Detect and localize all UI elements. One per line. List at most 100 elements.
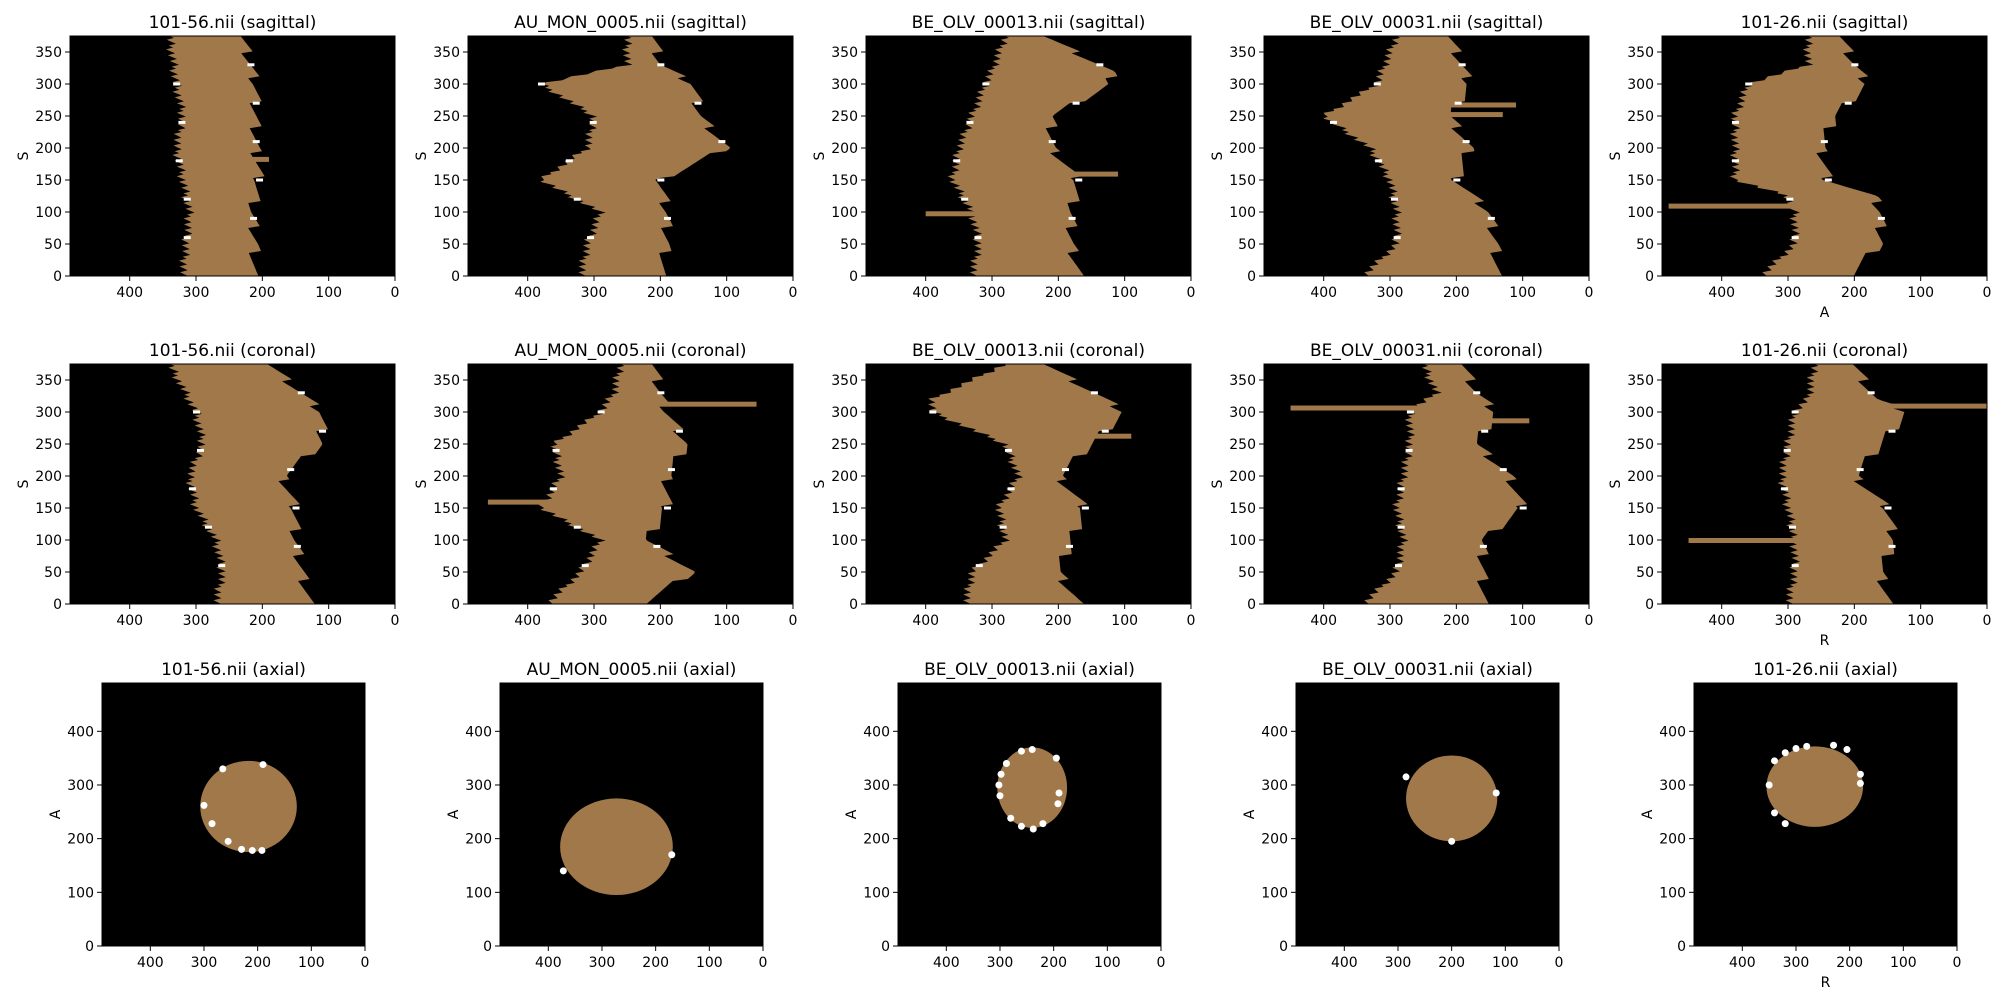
panel-title: 101-56.nii (axial) bbox=[161, 660, 306, 680]
axes-frame bbox=[69, 35, 396, 277]
panel-coronal-4: 400 300 200 100 0 0 50 100 150 200 250 300 350 BE_OLV… bbox=[1210, 341, 1593, 629]
edge-marker bbox=[1783, 448, 1791, 452]
edge-marker bbox=[1454, 101, 1462, 105]
y-tick-label: 250 bbox=[35, 109, 62, 125]
landmark-marker bbox=[1781, 820, 1789, 828]
panel-title: 101-56.nii (coronal) bbox=[149, 341, 316, 361]
landmark-marker bbox=[1055, 789, 1063, 797]
y-tick-label: 150 bbox=[831, 501, 858, 517]
axes-frame bbox=[1661, 363, 1988, 605]
edge-marker bbox=[183, 236, 191, 240]
tissue-region bbox=[1406, 755, 1498, 842]
y-tick-label: 100 bbox=[67, 885, 94, 901]
x-tick-label: 200 bbox=[1841, 613, 1868, 629]
y-tick-label: 350 bbox=[831, 373, 858, 389]
edge-marker bbox=[252, 140, 260, 144]
edge-marker bbox=[982, 82, 990, 86]
y-tick-label: 400 bbox=[863, 724, 890, 740]
edge-marker bbox=[175, 159, 183, 163]
y-tick-label: 150 bbox=[433, 501, 460, 517]
y-tick-label: 400 bbox=[67, 724, 94, 740]
landmark-marker bbox=[1781, 749, 1789, 757]
tissue-region bbox=[200, 760, 297, 853]
panel-sagittal-3: 400 300 200 100 0 0 50 100 150 200 250 300 350 BE_OLV… bbox=[812, 13, 1195, 301]
edge-marker bbox=[193, 410, 201, 414]
edge-marker bbox=[1462, 140, 1470, 144]
x-tick-label: 100 bbox=[713, 285, 740, 301]
x-tick-label: 100 bbox=[1890, 955, 1917, 971]
landmark-marker bbox=[996, 792, 1004, 800]
y-tick-label: 50 bbox=[1238, 237, 1256, 253]
x-tick-label: 400 bbox=[1331, 955, 1358, 971]
edge-marker bbox=[1072, 101, 1080, 105]
x-tick-label: 300 bbox=[1385, 955, 1412, 971]
edge-marker bbox=[675, 429, 683, 433]
x-tick-label: 400 bbox=[514, 613, 541, 629]
axes-frame bbox=[467, 35, 794, 277]
edge-marker bbox=[1329, 120, 1337, 124]
y-tick-label: 250 bbox=[433, 437, 460, 453]
panel-title: 101-56.nii (sagittal) bbox=[149, 13, 317, 33]
edge-marker bbox=[961, 197, 969, 201]
edge-marker bbox=[250, 216, 258, 220]
y-axis-label: A bbox=[48, 809, 64, 819]
edge-marker bbox=[657, 391, 665, 395]
y-tick-label: 0 bbox=[1247, 597, 1256, 613]
y-tick-label: 200 bbox=[831, 469, 858, 485]
edge-marker bbox=[1519, 506, 1527, 510]
x-tick-label: 0 bbox=[789, 613, 798, 629]
landmark-marker bbox=[1803, 742, 1811, 750]
y-tick-label: 250 bbox=[433, 109, 460, 125]
y-tick-label: 400 bbox=[1261, 724, 1288, 740]
edge-marker bbox=[1090, 391, 1098, 395]
y-axis-label: S bbox=[1210, 479, 1226, 488]
edge-marker bbox=[1884, 506, 1892, 510]
y-tick-label: 300 bbox=[465, 778, 492, 794]
tissue-spike bbox=[635, 401, 757, 407]
x-tick-label: 100 bbox=[713, 613, 740, 629]
y-tick-label: 0 bbox=[451, 597, 460, 613]
y-tick-label: 0 bbox=[849, 269, 858, 285]
edge-marker bbox=[1397, 487, 1405, 491]
x-tick-label: 0 bbox=[1555, 955, 1564, 971]
edge-marker bbox=[589, 120, 597, 124]
y-tick-label: 0 bbox=[1677, 939, 1686, 955]
panel-sagittal-4: 400 300 200 100 0 0 50 100 150 200 250 300 350 BE_OLV… bbox=[1210, 13, 1593, 301]
panel-title: BE_OLV_00031.nii (coronal) bbox=[1310, 341, 1543, 361]
y-tick-label: 100 bbox=[433, 205, 460, 221]
x-tick-label: 100 bbox=[1111, 613, 1138, 629]
edge-marker bbox=[1867, 391, 1875, 395]
y-tick-label: 200 bbox=[465, 832, 492, 848]
edge-marker bbox=[1877, 216, 1885, 220]
edge-marker bbox=[953, 159, 961, 163]
y-axis-label: A bbox=[1242, 809, 1258, 819]
edge-marker bbox=[663, 506, 671, 510]
y-tick-label: 300 bbox=[35, 77, 62, 93]
panel-title: AU_MON_0005.nii (axial) bbox=[527, 660, 737, 680]
tissue-spike bbox=[1846, 403, 1987, 409]
edge-marker bbox=[1791, 564, 1799, 568]
edge-marker bbox=[293, 544, 301, 548]
y-axis-label: A bbox=[446, 809, 462, 819]
y-tick-label: 300 bbox=[1659, 778, 1686, 794]
x-axis-label: A bbox=[1820, 305, 1830, 321]
edge-marker bbox=[183, 197, 191, 201]
landmark-marker bbox=[219, 765, 227, 773]
edge-marker bbox=[694, 101, 702, 105]
edge-marker bbox=[1499, 468, 1507, 472]
x-tick-label: 200 bbox=[1045, 613, 1072, 629]
x-tick-label: 0 bbox=[1983, 285, 1992, 301]
y-tick-label: 100 bbox=[1229, 205, 1256, 221]
panel-axial-2: 400 300 200 100 0 0 100 200 300 400 AU_MON_0005.ni… bbox=[446, 660, 767, 971]
panel-axial-3: 400 300 200 100 0 0 100 200 300 400 BE_OLV_00013.n… bbox=[844, 660, 1165, 971]
panel-title: 101-26.nii (axial) bbox=[1753, 660, 1898, 680]
y-tick-label: 100 bbox=[1229, 533, 1256, 549]
y-tick-label: 50 bbox=[44, 237, 62, 253]
tissue-spike bbox=[925, 211, 1022, 217]
x-tick-label: 400 bbox=[912, 613, 939, 629]
y-tick-label: 200 bbox=[831, 141, 858, 157]
edge-marker bbox=[1791, 236, 1799, 240]
edge-marker bbox=[1453, 178, 1461, 182]
y-tick-label: 200 bbox=[1659, 832, 1686, 848]
